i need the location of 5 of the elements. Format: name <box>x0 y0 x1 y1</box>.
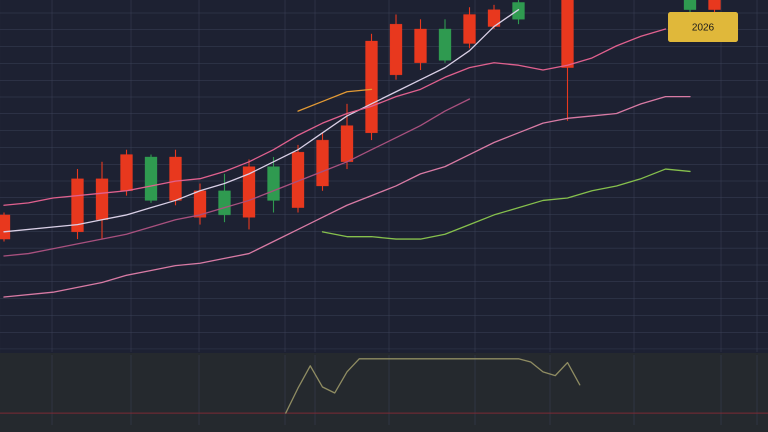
candlestick <box>488 4 500 30</box>
candlestick <box>512 0 525 25</box>
candlestick <box>708 0 721 13</box>
annotation: 2026 <box>692 23 714 31</box>
candlestick <box>684 0 696 13</box>
